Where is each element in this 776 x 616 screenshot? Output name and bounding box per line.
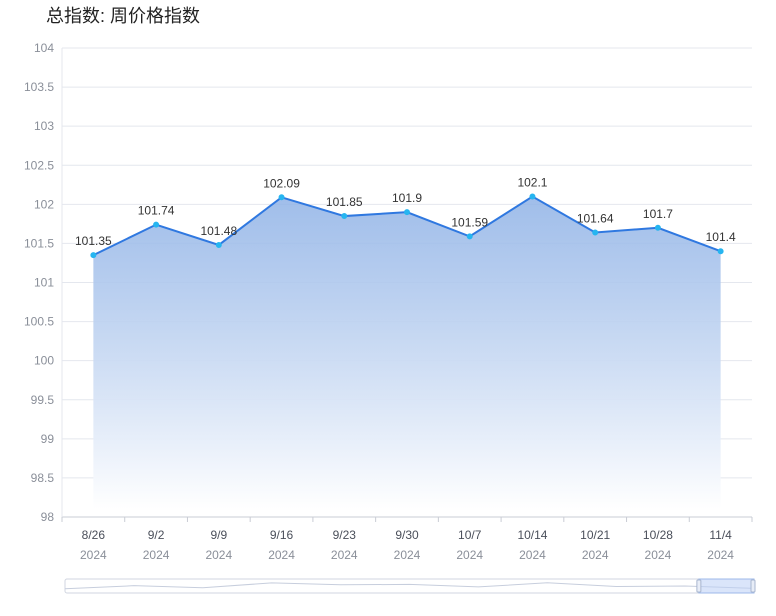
data-label: 101.48 bbox=[200, 224, 237, 238]
data-label: 101.74 bbox=[138, 204, 175, 218]
data-label: 101.7 bbox=[643, 207, 673, 221]
y-tick-label: 104 bbox=[34, 41, 54, 55]
data-label: 101.9 bbox=[392, 191, 422, 205]
x-tick-year: 2024 bbox=[582, 548, 609, 562]
x-tick-label: 9/16 bbox=[270, 528, 294, 542]
data-point[interactable] bbox=[215, 241, 222, 248]
x-tick-label: 8/26 bbox=[82, 528, 106, 542]
zoom-handle-right[interactable] bbox=[750, 579, 756, 593]
x-tick-year: 2024 bbox=[331, 548, 358, 562]
x-tick-label: 9/9 bbox=[210, 528, 227, 542]
y-tick-label: 98.5 bbox=[31, 471, 55, 485]
x-tick-year: 2024 bbox=[394, 548, 421, 562]
x-tick-label: 9/2 bbox=[148, 528, 165, 542]
data-point[interactable] bbox=[654, 224, 661, 231]
data-point[interactable] bbox=[90, 252, 97, 259]
data-label: 101.85 bbox=[326, 195, 363, 209]
x-tick-year: 2024 bbox=[268, 548, 295, 562]
x-tick-year: 2024 bbox=[143, 548, 170, 562]
x-tick-label: 10/28 bbox=[643, 528, 673, 542]
y-tick-label: 98 bbox=[41, 510, 55, 524]
x-tick-label: 10/14 bbox=[517, 528, 547, 542]
data-point[interactable] bbox=[278, 194, 285, 201]
data-point[interactable] bbox=[341, 213, 348, 220]
data-label: 101.64 bbox=[577, 211, 614, 225]
x-tick-label: 9/30 bbox=[395, 528, 419, 542]
data-point[interactable] bbox=[529, 193, 536, 200]
y-tick-label: 102.5 bbox=[24, 158, 54, 172]
data-point[interactable] bbox=[592, 229, 599, 236]
y-tick-label: 99.5 bbox=[31, 393, 55, 407]
x-tick-label: 10/7 bbox=[458, 528, 482, 542]
y-tick-label: 99 bbox=[41, 432, 55, 446]
y-tick-label: 100 bbox=[34, 354, 54, 368]
data-point[interactable] bbox=[717, 248, 724, 255]
data-point[interactable] bbox=[466, 233, 473, 240]
x-tick-year: 2024 bbox=[645, 548, 672, 562]
x-tick-label: 9/23 bbox=[333, 528, 357, 542]
x-tick-label: 10/21 bbox=[580, 528, 610, 542]
data-label: 101.4 bbox=[706, 230, 736, 244]
y-tick-label: 101.5 bbox=[24, 236, 54, 250]
x-tick-year: 2024 bbox=[456, 548, 483, 562]
data-label: 102.1 bbox=[517, 176, 547, 190]
data-label: 102.09 bbox=[263, 176, 300, 190]
y-tick-label: 102 bbox=[34, 197, 54, 211]
x-tick-year: 2024 bbox=[80, 548, 107, 562]
x-tick-label: 11/4 bbox=[709, 528, 732, 542]
zoom-preview-line bbox=[64, 582, 755, 590]
data-label: 101.59 bbox=[451, 215, 488, 229]
x-tick-year: 2024 bbox=[707, 548, 734, 562]
chart-title: 总指数: 周价格指数 bbox=[46, 6, 201, 26]
y-tick-label: 100.5 bbox=[24, 315, 54, 329]
x-tick-year: 2024 bbox=[519, 548, 546, 562]
data-point[interactable] bbox=[153, 221, 160, 228]
y-tick-label: 103 bbox=[34, 119, 54, 133]
y-tick-label: 103.5 bbox=[24, 80, 54, 94]
area-fill bbox=[93, 196, 721, 509]
data-point[interactable] bbox=[404, 209, 410, 216]
data-label: 101.35 bbox=[75, 234, 112, 248]
zoom-window[interactable] bbox=[698, 578, 755, 594]
x-tick-year: 2024 bbox=[205, 548, 232, 562]
y-tick-label: 101 bbox=[34, 276, 54, 290]
zoom-handle-left[interactable] bbox=[696, 579, 702, 593]
